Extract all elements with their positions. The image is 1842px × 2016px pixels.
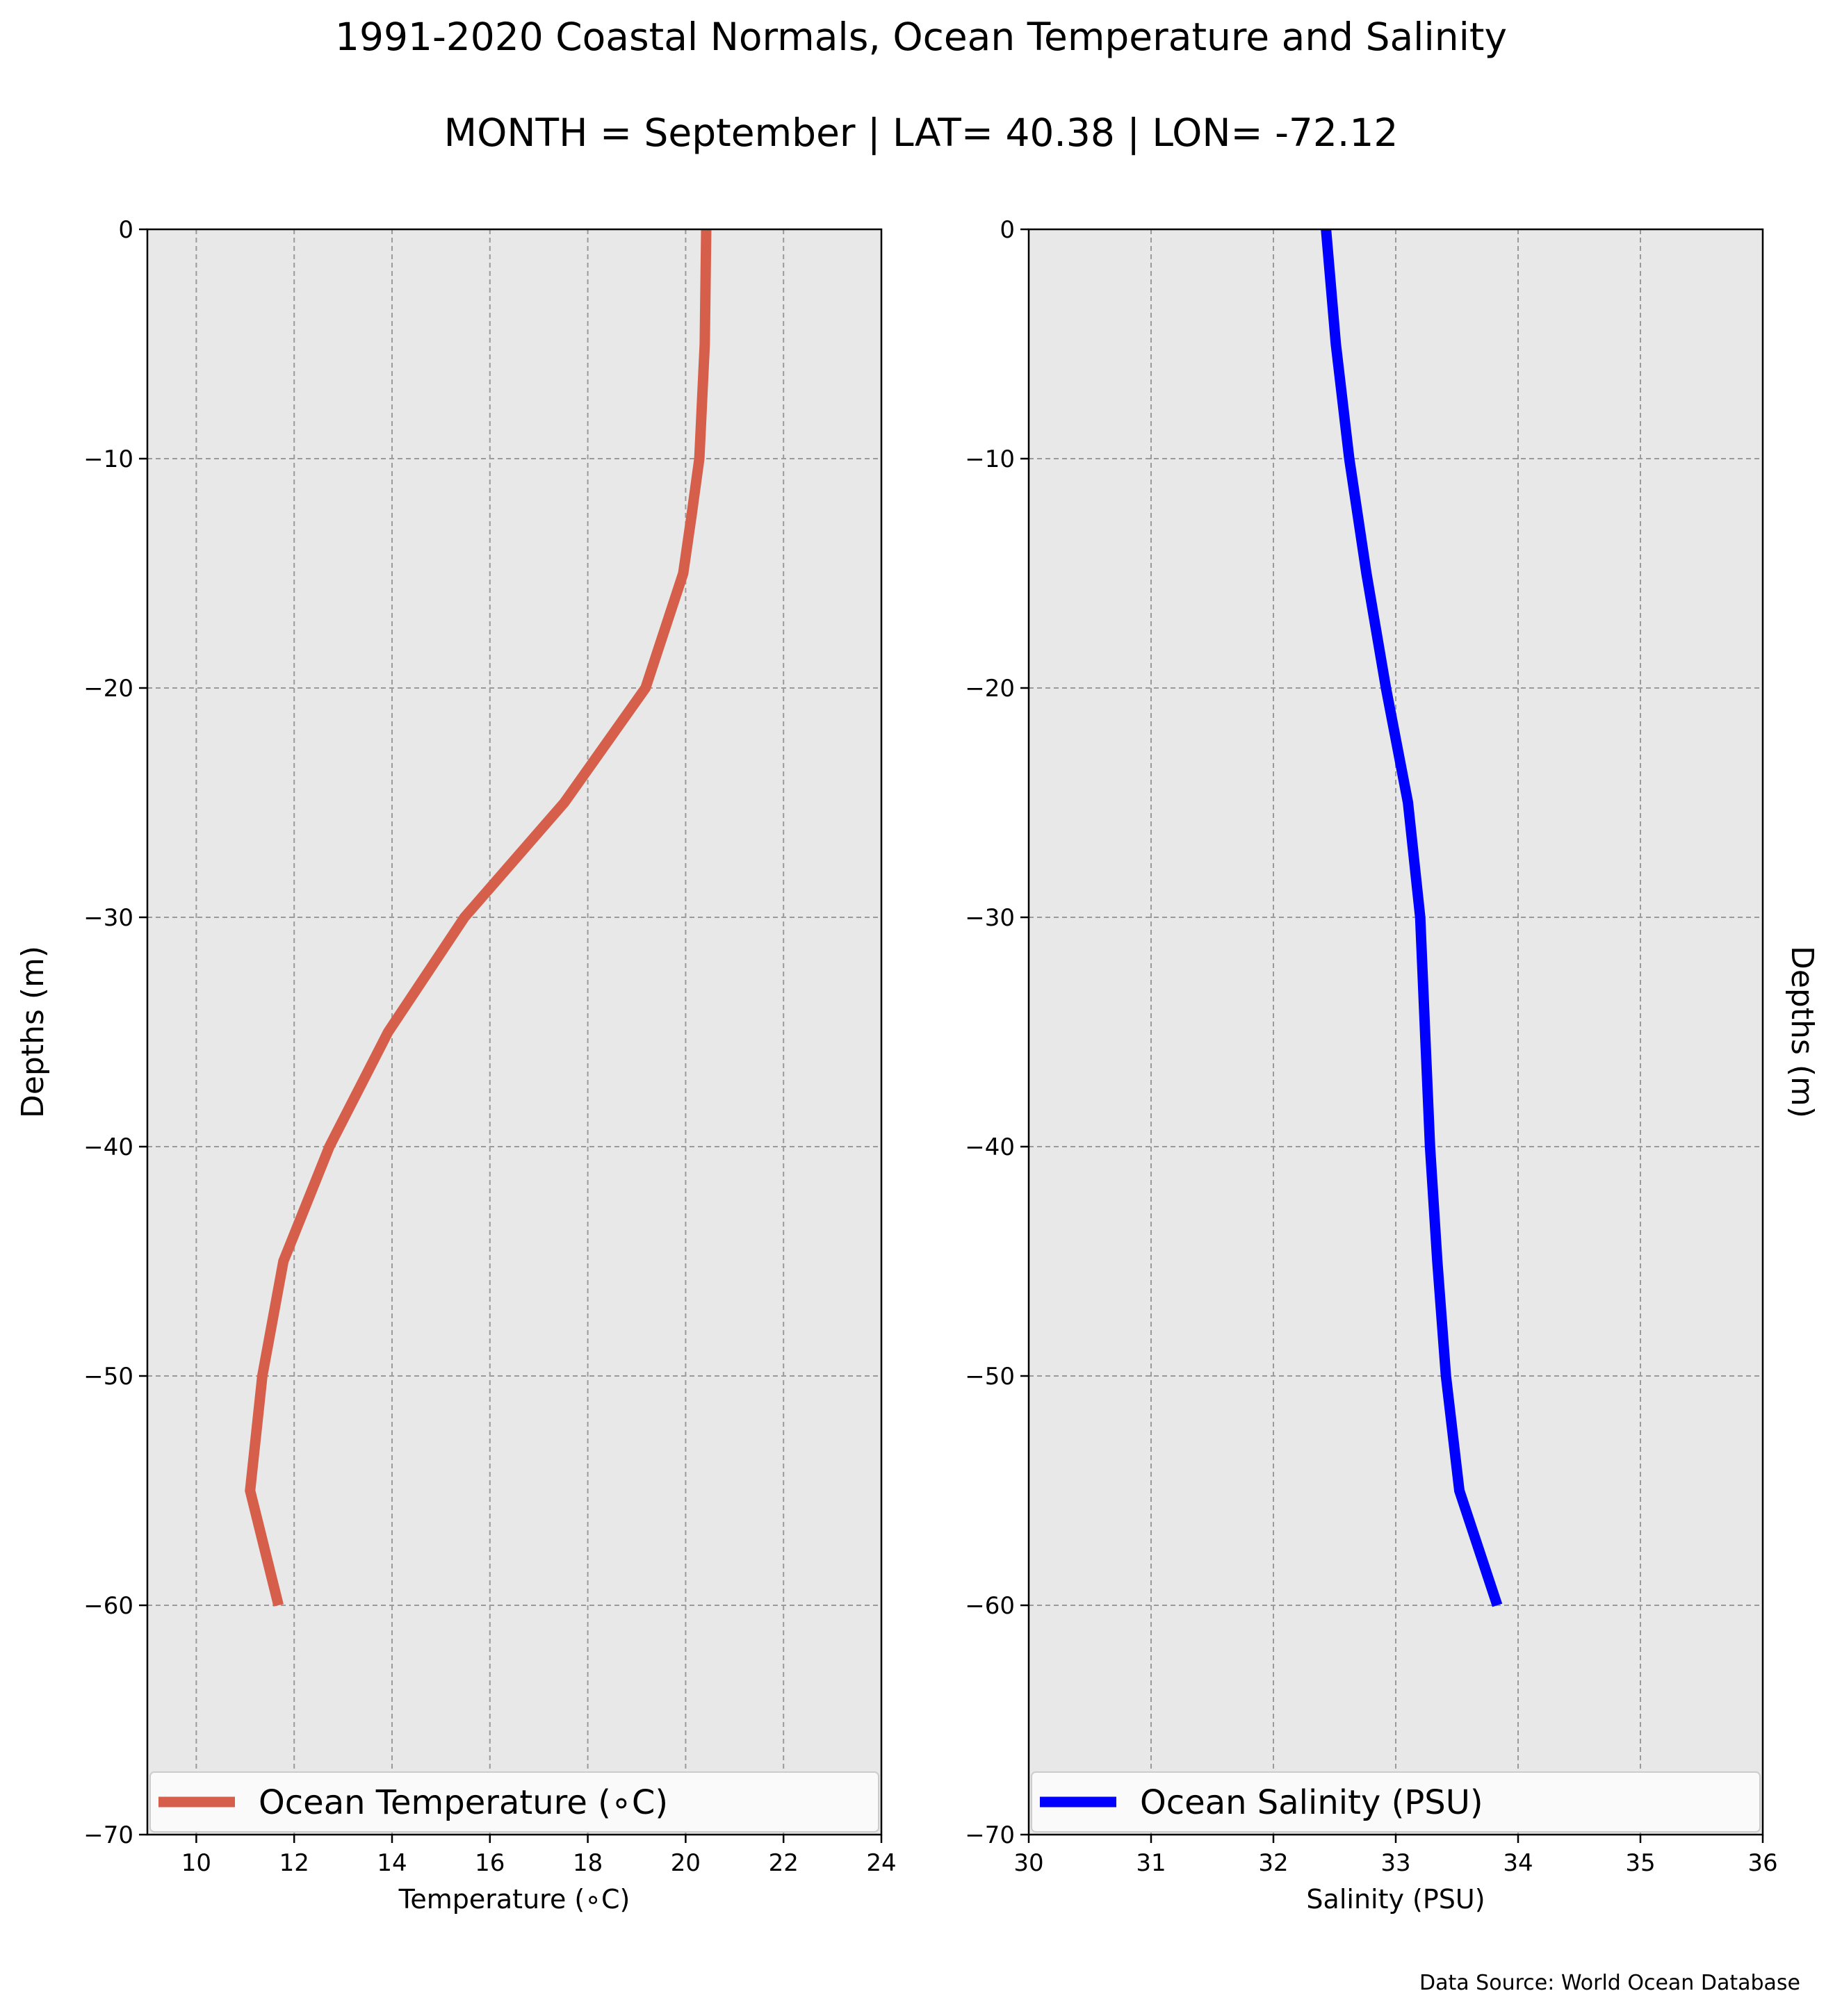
sal-y-tick-label: −20 <box>965 675 1015 703</box>
temp-y-tick-label: −70 <box>83 1821 133 1849</box>
temp-y-axis-label: Depths (m) <box>15 946 51 1118</box>
temp-x-tick-label: 18 <box>573 1849 603 1877</box>
sal-x-tick-label: 32 <box>1258 1849 1288 1877</box>
sal-legend-box <box>1031 1771 1761 1833</box>
sal-x-tick-label: 35 <box>1625 1849 1655 1877</box>
data-source-note: Data Source: World Ocean Database <box>1419 1971 1800 1995</box>
temp-y-tick-label: 0 <box>118 216 133 244</box>
sal-legend: Ocean Salinity (PSU) <box>1031 1771 1761 1833</box>
sal-series-line <box>1321 229 1503 1607</box>
temp-x-tick-label: 24 <box>866 1849 896 1877</box>
temp-y-tick-label: −50 <box>83 1363 133 1391</box>
sal-y-tick-label: −30 <box>965 904 1015 932</box>
temperature-panel: 10 12 14 16 18 20 22 24 0 −10 −20 −30 −40 −50 −60 −70 Te… <box>15 216 897 1915</box>
temp-y-tick-label: −10 <box>83 445 133 473</box>
sal-x-tick-label: 33 <box>1380 1849 1410 1877</box>
sal-x-tick-label: 36 <box>1747 1849 1777 1877</box>
temp-y-tick-label: −20 <box>83 675 133 703</box>
sal-legend-label: Ocean Salinity (PSU) <box>1140 1783 1483 1822</box>
sal-x-tick-label: 31 <box>1136 1849 1166 1877</box>
sal-y-tick-label: −60 <box>965 1592 1015 1620</box>
temp-y-tick-label: −30 <box>83 904 133 932</box>
salinity-panel: 30 31 32 33 34 35 36 0 −10 −20 −30 −40 −50 −60 −70 Sali… <box>965 216 1820 1915</box>
chart-title: 1991-2020 Coastal Normals, Ocean Tempera… <box>335 15 1507 59</box>
temp-legend: Ocean Temperature (∘C) <box>149 1771 879 1833</box>
temp-legend-label: Ocean Temperature (∘C) <box>259 1783 668 1822</box>
temp-plot-area <box>147 229 881 1835</box>
sal-y-tick-label: −70 <box>965 1821 1015 1849</box>
temp-series-line <box>245 229 712 1607</box>
sal-x-axis-label: Salinity (PSU) <box>1306 1884 1485 1915</box>
sal-y-tick-label: −50 <box>965 1363 1015 1391</box>
temp-axes-frame <box>146 228 883 1836</box>
temp-y-tick-label: −40 <box>83 1133 133 1161</box>
chart-subtitle: MONTH = September | LAT= 40.38 | LON= -7… <box>444 110 1399 156</box>
temp-x-axis-label: Temperature (∘C) <box>398 1884 630 1915</box>
sal-y-tick-label: 0 <box>1000 216 1015 244</box>
sal-x-tick-label: 34 <box>1503 1849 1533 1877</box>
temp-x-tick-label: 22 <box>769 1849 799 1877</box>
temp-x-tick-label: 20 <box>671 1849 701 1877</box>
temp-x-tick-label: 14 <box>377 1849 407 1877</box>
sal-x-tick-label: 30 <box>1013 1849 1043 1877</box>
sal-y-tick-label: −10 <box>965 445 1015 473</box>
temp-y-tick-label: −60 <box>83 1592 133 1620</box>
sal-y-axis-label: Depths (m) <box>1784 946 1820 1118</box>
temp-x-tick-label: 12 <box>279 1849 309 1877</box>
temp-x-tick-label: 16 <box>475 1849 505 1877</box>
temp-legend-box <box>149 1771 879 1833</box>
sal-y-tick-label: −40 <box>965 1133 1015 1161</box>
temp-x-tick-label: 10 <box>181 1849 211 1877</box>
